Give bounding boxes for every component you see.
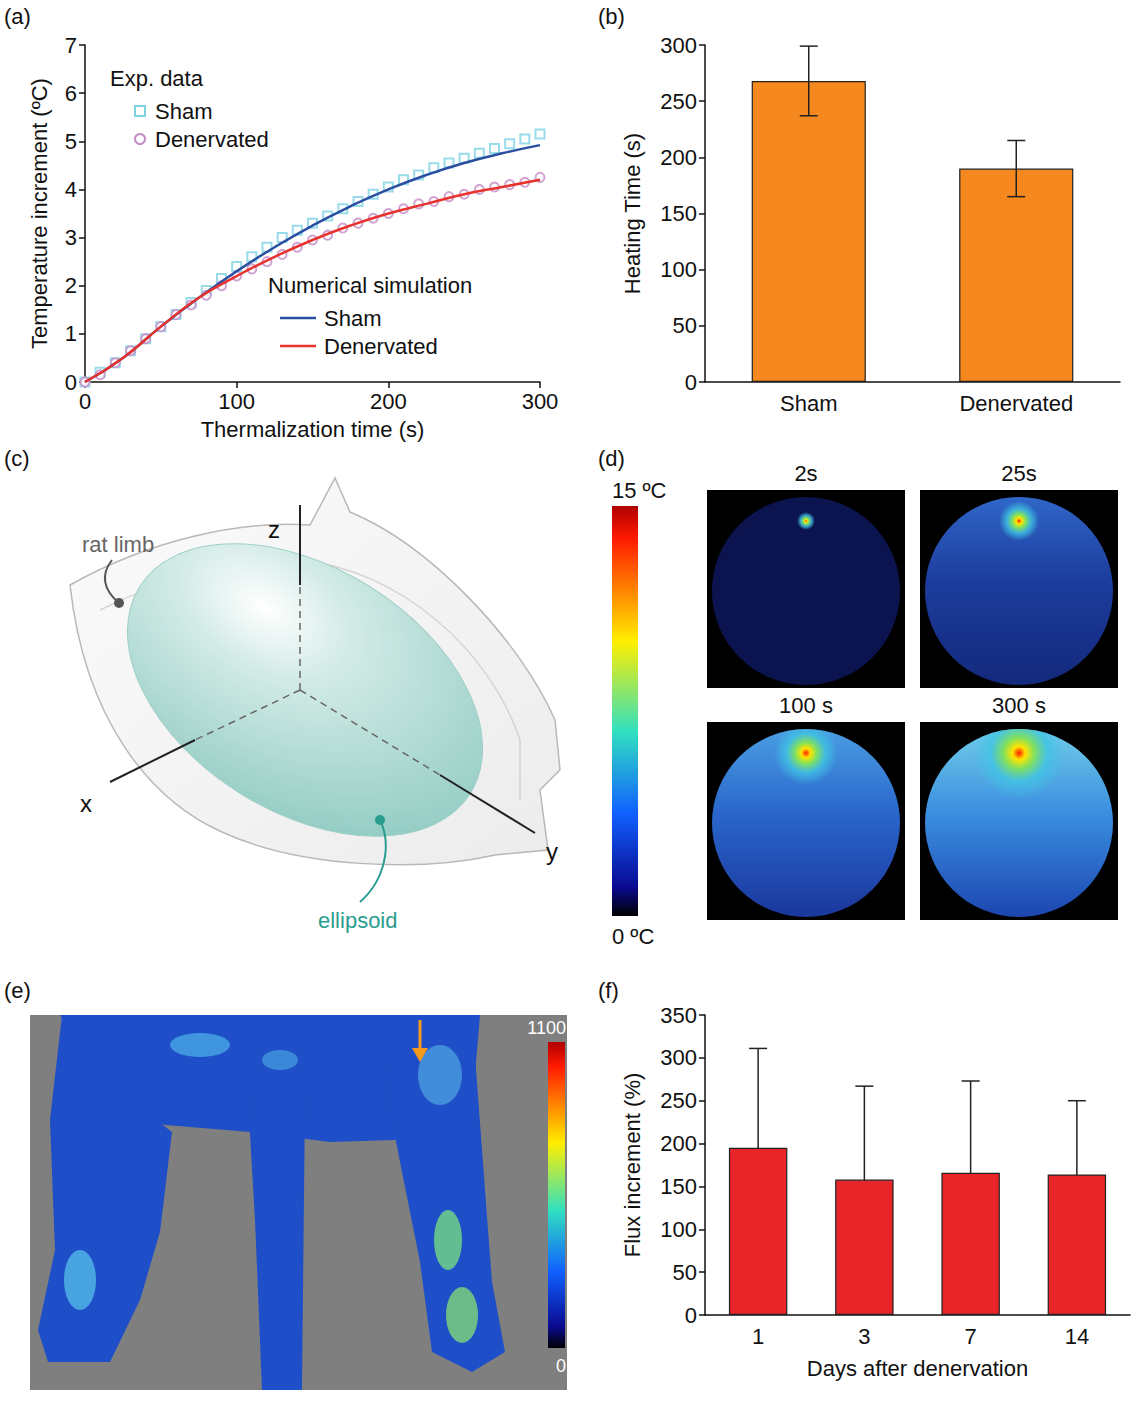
svg-text:300: 300 <box>660 1045 697 1070</box>
svg-text:0: 0 <box>65 370 77 395</box>
svg-text:250: 250 <box>660 1088 697 1113</box>
svg-text:15 ºC: 15 ºC <box>612 478 667 503</box>
svg-text:y: y <box>546 838 558 865</box>
svg-text:(a): (a) <box>4 4 31 29</box>
svg-text:Exp. data: Exp. data <box>110 66 204 91</box>
svg-text:ellipsoid: ellipsoid <box>318 908 398 933</box>
svg-text:2s: 2s <box>794 461 817 486</box>
svg-text:4: 4 <box>65 177 77 202</box>
svg-text:300 s: 300 s <box>992 693 1046 718</box>
svg-text:1: 1 <box>752 1324 764 1349</box>
svg-text:Denervated: Denervated <box>324 334 438 359</box>
svg-text:(e): (e) <box>4 978 31 1003</box>
svg-text:200: 200 <box>660 145 697 170</box>
svg-text:Days after denervation: Days after denervation <box>807 1356 1028 1381</box>
svg-text:150: 150 <box>660 1174 697 1199</box>
svg-text:1: 1 <box>65 321 77 346</box>
svg-text:0: 0 <box>685 370 697 395</box>
svg-text:Heating Time (s): Heating Time (s) <box>620 133 645 294</box>
svg-text:350: 350 <box>660 1003 697 1028</box>
svg-text:(c): (c) <box>4 446 30 471</box>
svg-text:200: 200 <box>370 389 407 414</box>
svg-text:0: 0 <box>79 389 91 414</box>
svg-text:(b): (b) <box>598 4 625 29</box>
svg-text:Sham: Sham <box>155 99 212 124</box>
svg-text:0: 0 <box>556 1356 566 1376</box>
svg-text:150: 150 <box>660 201 697 226</box>
svg-text:Denervated: Denervated <box>155 127 269 152</box>
svg-text:(d): (d) <box>598 446 625 471</box>
svg-text:50: 50 <box>673 313 697 338</box>
svg-text:1100: 1100 <box>527 1018 566 1038</box>
svg-text:3: 3 <box>858 1324 870 1349</box>
svg-text:Denervated: Denervated <box>959 391 1073 416</box>
svg-text:250: 250 <box>660 89 697 114</box>
svg-text:5: 5 <box>65 129 77 154</box>
svg-text:x: x <box>80 790 92 817</box>
svg-text:100: 100 <box>660 257 697 282</box>
svg-text:25s: 25s <box>1001 461 1036 486</box>
svg-text:2: 2 <box>65 273 77 298</box>
svg-text:3: 3 <box>65 225 77 250</box>
svg-text:300: 300 <box>522 389 559 414</box>
svg-text:14: 14 <box>1065 1324 1089 1349</box>
svg-text:7: 7 <box>965 1324 977 1349</box>
svg-text:Thermalization time (s): Thermalization time (s) <box>201 417 425 442</box>
svg-text:100: 100 <box>218 389 255 414</box>
svg-text:Numerical simulation: Numerical simulation <box>268 273 472 298</box>
svg-text:6: 6 <box>65 81 77 106</box>
svg-text:(f): (f) <box>598 978 619 1003</box>
svg-text:0: 0 <box>685 1303 697 1328</box>
svg-text:Sham: Sham <box>324 306 381 331</box>
svg-text:100: 100 <box>660 1217 697 1242</box>
svg-text:z: z <box>268 516 280 543</box>
svg-text:50: 50 <box>673 1260 697 1285</box>
svg-text:Temperature increment (ºC): Temperature increment (ºC) <box>27 78 52 349</box>
svg-text:200: 200 <box>660 1131 697 1156</box>
svg-text:7: 7 <box>65 33 77 58</box>
svg-text:Sham: Sham <box>780 391 837 416</box>
svg-text:0 ºC: 0 ºC <box>612 924 654 949</box>
svg-text:100 s: 100 s <box>779 693 833 718</box>
svg-text:rat limb: rat limb <box>82 532 154 557</box>
svg-text:300: 300 <box>660 33 697 58</box>
svg-text:Flux increment (%): Flux increment (%) <box>620 1073 645 1258</box>
